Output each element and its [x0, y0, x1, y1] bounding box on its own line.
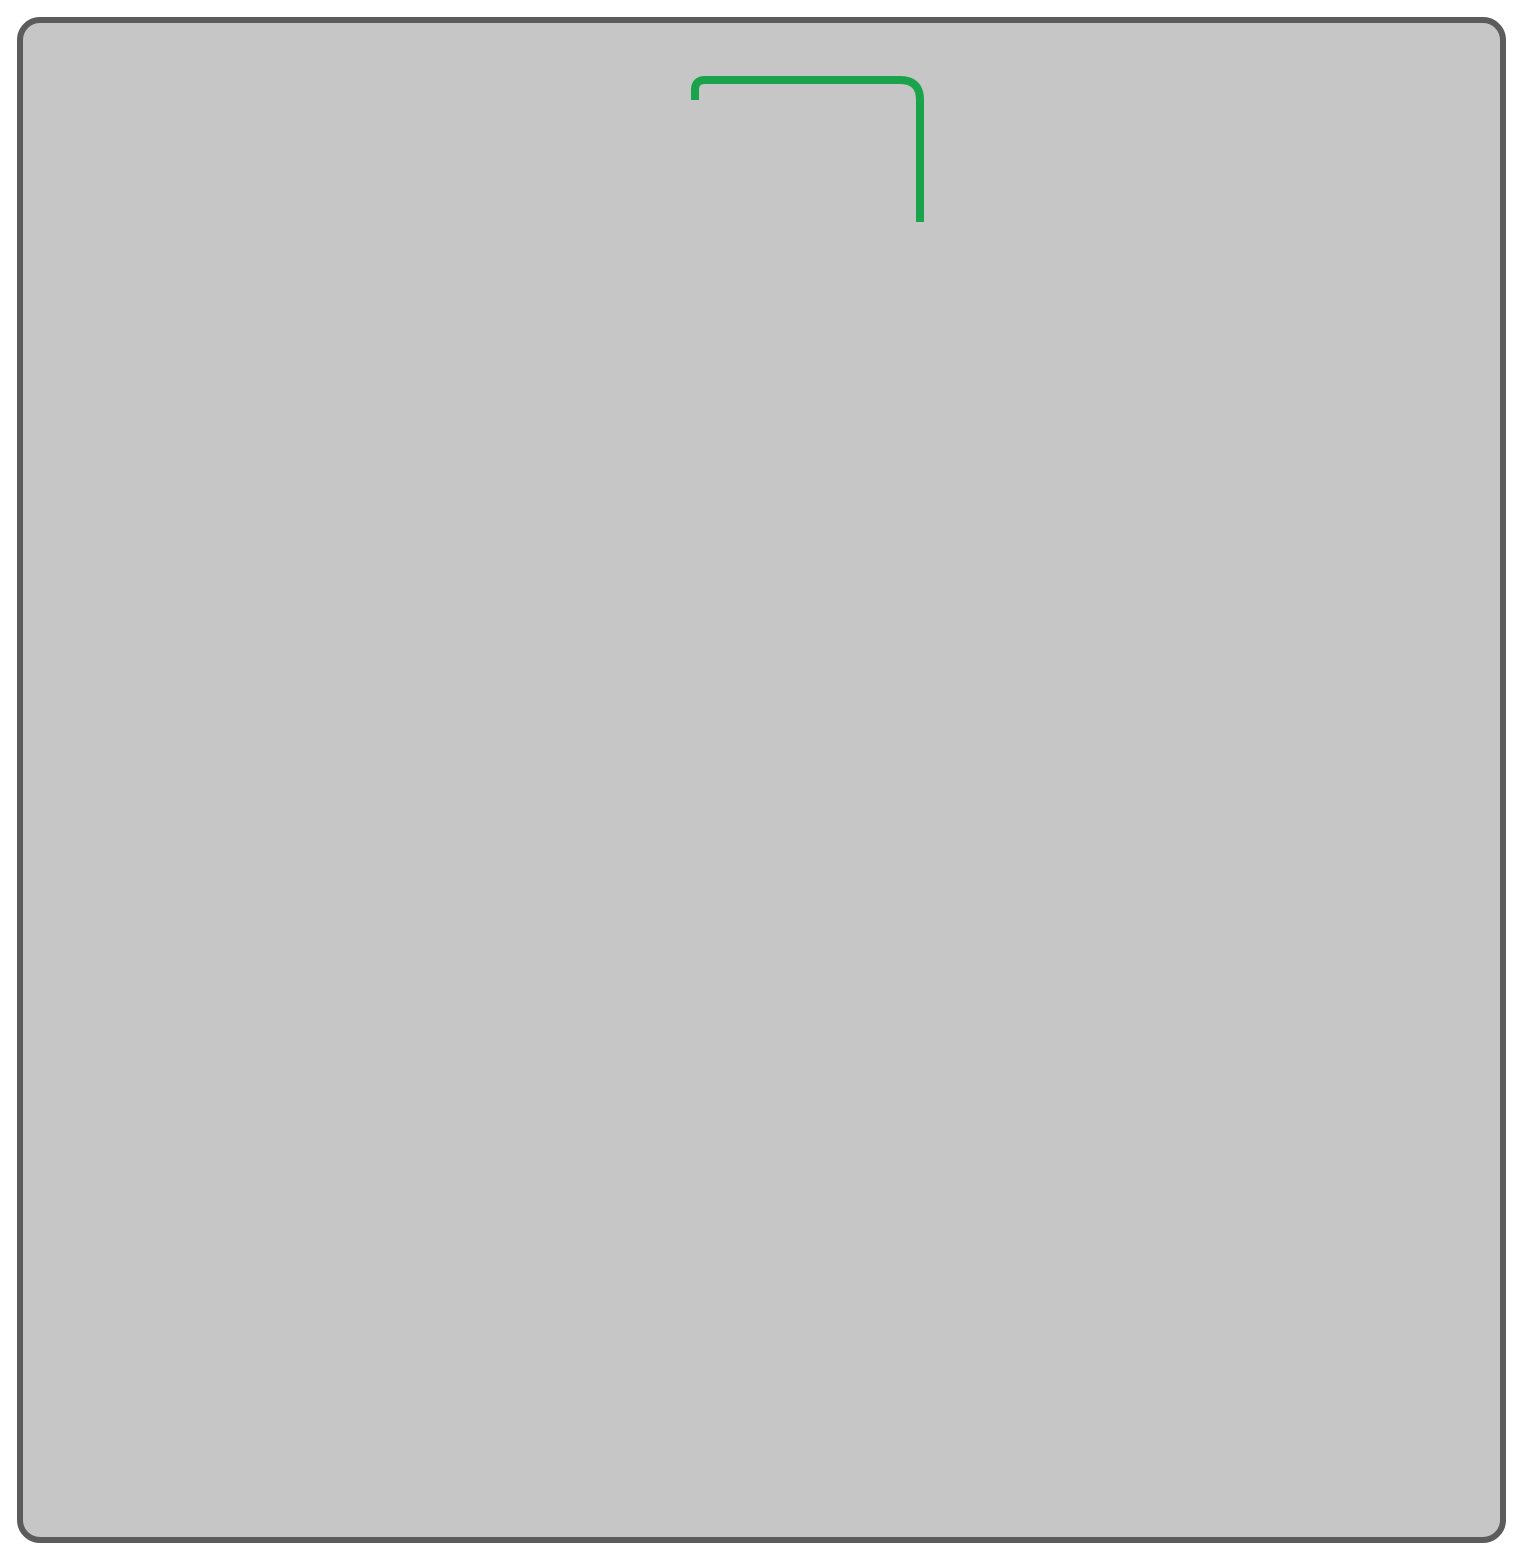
diagram-frame: [20, 20, 1503, 1540]
